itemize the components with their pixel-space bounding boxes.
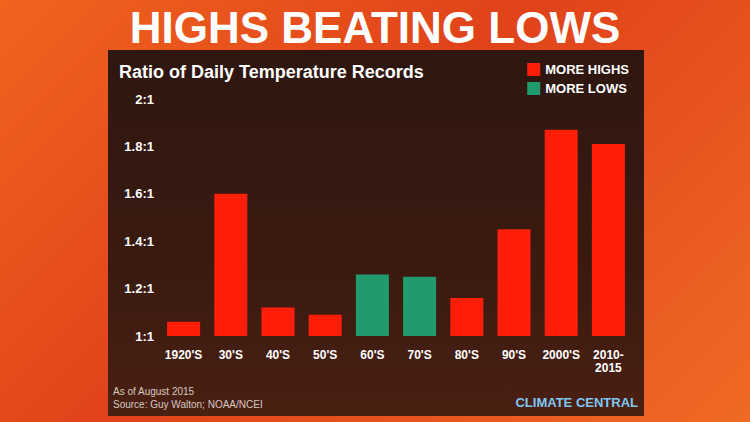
svg-text:50'S: 50'S bbox=[313, 348, 337, 362]
svg-text:1.8:1: 1.8:1 bbox=[124, 139, 154, 154]
svg-text:2:1: 2:1 bbox=[135, 92, 154, 107]
svg-text:2015: 2015 bbox=[595, 361, 622, 375]
svg-text:As of August 2015: As of August 2015 bbox=[113, 386, 195, 397]
svg-text:40'S: 40'S bbox=[266, 348, 290, 362]
svg-text:Ratio of Daily Temperature Rec: Ratio of Daily Temperature Records bbox=[119, 62, 424, 82]
svg-text:1.4:1: 1.4:1 bbox=[124, 234, 154, 249]
svg-text:2010-: 2010- bbox=[593, 348, 624, 362]
svg-text:2000'S: 2000'S bbox=[542, 348, 580, 362]
svg-text:MORE HIGHS: MORE HIGHS bbox=[545, 62, 629, 77]
svg-text:Source: Guy Walton; NOAA/NCEI: Source: Guy Walton; NOAA/NCEI bbox=[113, 399, 263, 410]
svg-text:1920'S: 1920'S bbox=[165, 348, 203, 362]
svg-text:MORE LOWS: MORE LOWS bbox=[545, 81, 627, 96]
svg-text:90'S: 90'S bbox=[502, 348, 526, 362]
svg-text:HIGHS BEATING LOWS: HIGHS BEATING LOWS bbox=[130, 3, 621, 52]
svg-text:70'S: 70'S bbox=[407, 348, 431, 362]
svg-text:1.6:1: 1.6:1 bbox=[124, 186, 154, 201]
svg-text:80'S: 80'S bbox=[455, 348, 479, 362]
svg-text:1:1: 1:1 bbox=[135, 329, 154, 344]
svg-text:30'S: 30'S bbox=[219, 348, 243, 362]
svg-text:60'S: 60'S bbox=[360, 348, 384, 362]
svg-text:1.2:1: 1.2:1 bbox=[124, 281, 154, 296]
svg-text:CLIMATE CENTRAL: CLIMATE CENTRAL bbox=[515, 395, 638, 410]
